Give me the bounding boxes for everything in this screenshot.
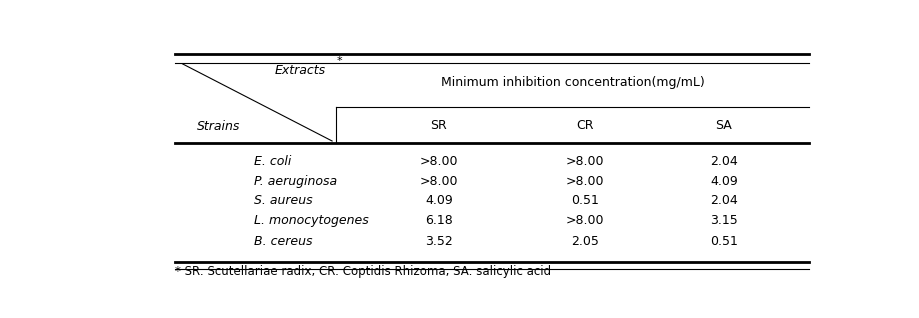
Text: 3.52: 3.52: [425, 235, 453, 248]
Text: 2.05: 2.05: [571, 235, 599, 248]
Text: 2.04: 2.04: [710, 155, 738, 168]
Text: 4.09: 4.09: [425, 195, 453, 207]
Text: >8.00: >8.00: [420, 155, 459, 168]
Text: 4.09: 4.09: [710, 175, 738, 188]
Text: Strains: Strains: [197, 121, 240, 134]
Text: B. cereus: B. cereus: [254, 235, 312, 248]
Text: 0.51: 0.51: [571, 195, 599, 207]
Text: >8.00: >8.00: [420, 175, 459, 188]
Text: 6.18: 6.18: [425, 214, 453, 227]
Text: >8.00: >8.00: [566, 214, 604, 227]
Text: CR: CR: [576, 119, 594, 132]
Text: >8.00: >8.00: [566, 175, 604, 188]
Text: 2.04: 2.04: [710, 195, 738, 207]
Text: SA: SA: [716, 119, 732, 132]
Text: S. aureus: S. aureus: [254, 195, 312, 207]
Text: E. coli: E. coli: [254, 155, 291, 168]
Text: Extracts: Extracts: [275, 64, 325, 77]
Text: 3.15: 3.15: [710, 214, 738, 227]
Text: Minimum inhibition concentration(mg/mL): Minimum inhibition concentration(mg/mL): [440, 76, 704, 89]
Text: 0.51: 0.51: [709, 235, 738, 248]
Text: SR: SR: [431, 119, 448, 132]
Text: * SR: Scutellariae radix, CR: Coptidis Rhizoma, SA: salicylic acid: * SR: Scutellariae radix, CR: Coptidis R…: [176, 265, 551, 278]
Text: P. aeruginosa: P. aeruginosa: [254, 175, 337, 188]
Text: >8.00: >8.00: [566, 155, 604, 168]
Text: L. monocytogenes: L. monocytogenes: [254, 214, 369, 227]
Text: *: *: [336, 56, 342, 66]
